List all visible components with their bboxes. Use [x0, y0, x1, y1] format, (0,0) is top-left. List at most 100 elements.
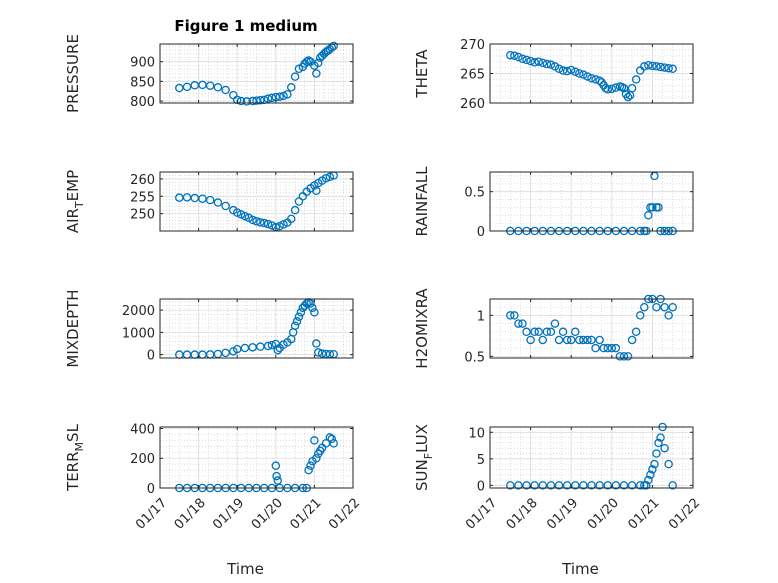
data-point — [664, 63, 673, 73]
x-tick-label: 01/19 — [210, 496, 247, 533]
data-point — [668, 64, 677, 74]
data-point — [640, 302, 649, 312]
data-point — [198, 194, 207, 203]
data-point — [205, 81, 215, 90]
data-point — [652, 449, 661, 458]
data-point — [571, 327, 580, 337]
x-tick-label: 01/18 — [504, 496, 541, 533]
data-point — [294, 312, 304, 322]
data-point — [275, 221, 284, 231]
subplot-mixdepth: 0 1000 2000 MIXDEPTH — [64, 289, 354, 368]
data-point — [286, 214, 296, 224]
data-point — [607, 343, 617, 353]
data-point — [546, 60, 556, 69]
data-point — [292, 317, 302, 326]
data-point — [668, 302, 677, 312]
data-point — [538, 335, 548, 345]
data-point — [646, 470, 655, 479]
data-point — [514, 52, 523, 62]
data-point — [619, 481, 629, 490]
y-axis-label: RAINFALL — [413, 166, 431, 237]
data-point — [312, 186, 321, 195]
data-point — [302, 57, 311, 66]
axes-box — [489, 426, 694, 489]
x-tick-label: 01/17 — [463, 496, 500, 533]
y-tick-label: 270 — [460, 38, 485, 53]
data-point — [506, 50, 515, 60]
y-tick-label: 250 — [130, 208, 155, 223]
data-point — [627, 335, 637, 345]
data-point — [329, 439, 338, 448]
data-point — [660, 63, 669, 72]
data-point — [308, 303, 317, 313]
data-point — [312, 339, 321, 348]
data-point — [542, 59, 552, 69]
subplot-pressure: 800 850 900 PRESSURE — [64, 34, 354, 113]
data-point — [591, 343, 600, 353]
data-point — [542, 327, 552, 337]
data-point — [526, 335, 535, 345]
data-point — [656, 62, 665, 72]
data-point — [562, 66, 572, 76]
data-point — [619, 352, 629, 361]
x-tick-label: 01/19 — [544, 496, 581, 533]
y-tick-label: 0.5 — [464, 186, 485, 201]
y-axis-label: THETA — [413, 49, 431, 99]
data-point — [275, 92, 284, 101]
data-point — [242, 97, 252, 106]
data-point — [660, 302, 669, 312]
data-point — [654, 203, 663, 212]
data-point — [611, 83, 621, 92]
data-point — [256, 218, 265, 227]
data-point — [312, 69, 321, 78]
axes-box — [489, 171, 694, 232]
data-point — [252, 217, 261, 226]
plot-area — [490, 172, 693, 231]
y-tick-label: 0 — [477, 479, 485, 494]
data-point — [526, 56, 535, 66]
data-point — [603, 85, 612, 94]
data-point — [271, 461, 281, 470]
data-point — [579, 481, 588, 490]
x-tick-label: 01/22 — [666, 496, 703, 533]
data-point — [236, 210, 246, 219]
y-tick-label: 400 — [130, 422, 155, 437]
x-tick-label: 01/21 — [625, 496, 662, 533]
y-axis-label: AIRTEMP — [64, 170, 86, 233]
data-point — [325, 172, 335, 182]
data-point — [290, 205, 300, 215]
x-tick-label: 01/22 — [326, 496, 363, 533]
subplot-air_temp: 250 255 260 AIRTEMP — [64, 170, 354, 233]
data-point — [182, 82, 192, 92]
subplot-h2omixra: 0.5 1 H2OMIXRA — [413, 288, 694, 369]
data-point — [267, 93, 277, 103]
x-axis-label: Time — [561, 560, 599, 578]
x-tick-label: 01/18 — [172, 496, 209, 533]
data-point — [664, 311, 673, 320]
data-point — [654, 438, 663, 448]
data-point — [579, 335, 588, 345]
x-tick-label: 01/20 — [585, 496, 622, 533]
data-point — [595, 335, 604, 345]
y-tick-label: 5 — [477, 453, 485, 468]
data-point — [221, 348, 230, 358]
data-point — [314, 348, 323, 357]
data-point — [644, 211, 653, 220]
data-point — [321, 173, 331, 183]
data-point — [232, 344, 242, 354]
data-point — [664, 459, 673, 469]
data-point — [286, 83, 296, 92]
data-point — [518, 54, 527, 64]
data-point — [267, 340, 277, 350]
axes-box — [159, 43, 354, 104]
data-point — [175, 83, 184, 93]
data-point — [273, 476, 282, 485]
y-tick-label: 2000 — [122, 304, 155, 319]
data-point — [554, 64, 564, 74]
data-point — [631, 75, 641, 84]
data-point — [310, 436, 319, 445]
y-axis-label: H2OMIXRA — [413, 288, 431, 369]
data-point — [310, 308, 319, 317]
data-point — [627, 481, 637, 490]
data-point — [518, 319, 527, 328]
